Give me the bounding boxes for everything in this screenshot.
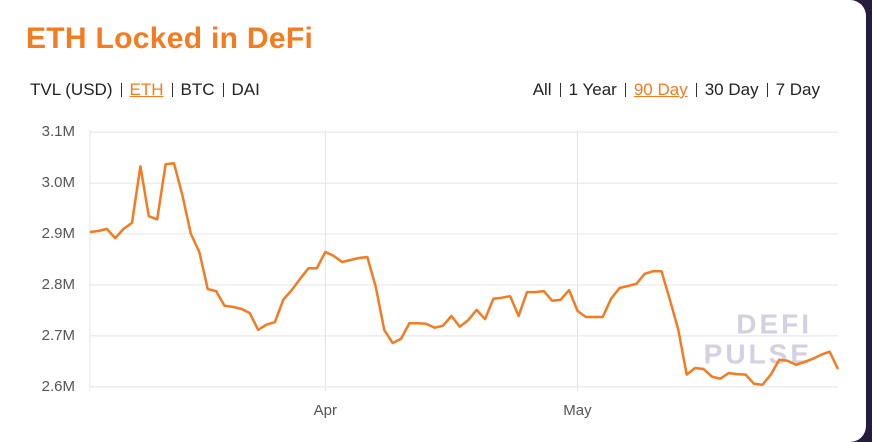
line — [89, 162, 840, 387]
y-tick-label: 3.1M — [42, 123, 75, 140]
tab[interactable]: All — [532, 80, 552, 99]
watermark: DEFI — [736, 308, 812, 339]
watermark: PULSE — [704, 338, 812, 369]
y-tick-label: 2.6M — [42, 378, 75, 395]
tab[interactable]: 7 Day — [766, 81, 828, 98]
tab[interactable]: TVL (USD) — [30, 80, 113, 99]
tab[interactable]: ETH — [120, 81, 172, 98]
tab[interactable]: DAI — [222, 81, 268, 98]
tab[interactable]: 30 Day — [695, 81, 767, 98]
y-tick-label: 3.0M — [42, 174, 75, 191]
y-tick-label: 2.7M — [42, 327, 75, 344]
tab[interactable]: BTC — [171, 81, 223, 98]
y-tick-label: 2.9M — [42, 225, 75, 242]
currency-tabs: TVL (USD) ETH BTC DAI — [22, 80, 268, 99]
period-tabs: All 1 Year 90 Day 30 Day 7 Day — [525, 80, 828, 99]
y-tick-label: 2.8M — [42, 276, 75, 293]
x-tick-label: Apr — [314, 402, 337, 419]
x-tick-label: May — [563, 402, 592, 419]
tab[interactable]: 1 Year — [559, 81, 625, 98]
tab[interactable]: 90 Day — [624, 81, 696, 98]
chart-title: ETH Locked in DeFi — [26, 22, 314, 55]
